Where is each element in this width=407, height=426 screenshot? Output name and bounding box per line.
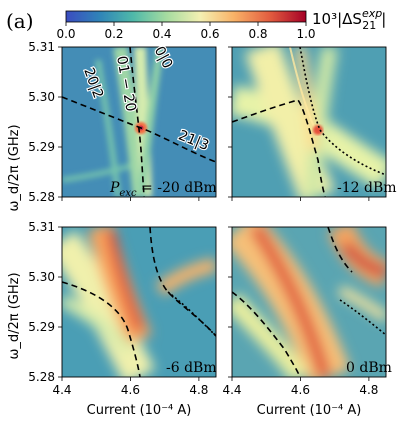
colorbar-gradient <box>65 10 307 23</box>
y-tick-label: 5.31 <box>28 40 55 54</box>
y-tick-label: 5.29 <box>28 140 55 154</box>
colorbar-tick-label: 1.0 <box>296 27 315 41</box>
x-tick-label: 4.4 <box>222 383 241 397</box>
colorbar-tick-label: 0.2 <box>104 27 123 41</box>
panel-bottom-right: 4.4 4.6 4.8 0 dBm <box>222 226 392 397</box>
colorbar-tick-label: 0.4 <box>152 27 171 41</box>
x-tick-label: 4.8 <box>189 383 208 397</box>
x-tick-label: 4.6 <box>291 383 310 397</box>
y-tick-label: 5.29 <box>28 320 55 334</box>
ylabel-bottom: ω_d/2π (GHz) <box>7 272 22 359</box>
panel-top-right: -12 dBm <box>228 46 397 201</box>
annotation-bottom-right: 0 dBm <box>346 360 392 376</box>
y-ticks-top-left: 5.28 5.29 5.30 5.31 <box>28 40 200 204</box>
x-tick-label: 4.4 <box>52 383 71 397</box>
colorbar-tick-label: 0.8 <box>248 27 267 41</box>
xlabel-left: Current (10⁻⁴ A) <box>87 403 192 418</box>
colorbar-label-sup: exp <box>362 7 382 20</box>
colorbar-ticks: 0.0 0.2 0.4 0.6 0.8 1.0 <box>56 22 316 41</box>
ylabel-top: ω_d/2π (GHz) <box>7 124 22 211</box>
annotation-top-right: -12 dBm <box>337 180 397 196</box>
x-tick-label: 4.8 <box>359 383 378 397</box>
colorbar-label: 10³|ΔSexp 21 | <box>312 7 386 32</box>
xlabel-right: Current (10⁻⁴ A) <box>257 403 362 418</box>
colorbar: 0.0 0.2 0.4 0.6 0.8 1.0 10³|ΔSexp 21 | <box>56 7 386 41</box>
y-tick-label: 5.28 <box>28 370 55 384</box>
panel-bottom-left: 5.28 5.29 5.30 5.31 4.4 4.6 4.8 -6 dBm <box>28 220 216 397</box>
colorbar-label-sub: 21 <box>362 19 376 32</box>
y-tick-label: 5.30 <box>28 90 55 104</box>
x-tick-label: 4.6 <box>121 383 140 397</box>
colorbar-label-end: | <box>381 10 386 28</box>
ticks-bottom-right: 4.4 4.6 4.8 <box>222 226 378 397</box>
colorbar-tick-label: 0.0 <box>56 27 75 41</box>
panel-top-left: 5.285.295.305.31 20|2 01 − 20 0|021|3 Pexc… <box>28 40 216 204</box>
ticks-top-right <box>228 46 370 201</box>
annotation-top-left: Pexc = -20 dBm <box>109 180 217 199</box>
y-tick-label: 5.31 <box>28 220 55 234</box>
y-tick-label: 5.28 <box>28 190 55 204</box>
ticks-bottom-left: 5.28 5.29 5.30 5.31 4.4 4.6 4.8 <box>28 220 208 397</box>
panel-label: (a) <box>6 9 34 33</box>
annotation-bottom-left: -6 dBm <box>166 360 217 376</box>
colorbar-tick-label: 0.6 <box>200 27 219 41</box>
y-tick-label: 5.30 <box>28 270 55 284</box>
